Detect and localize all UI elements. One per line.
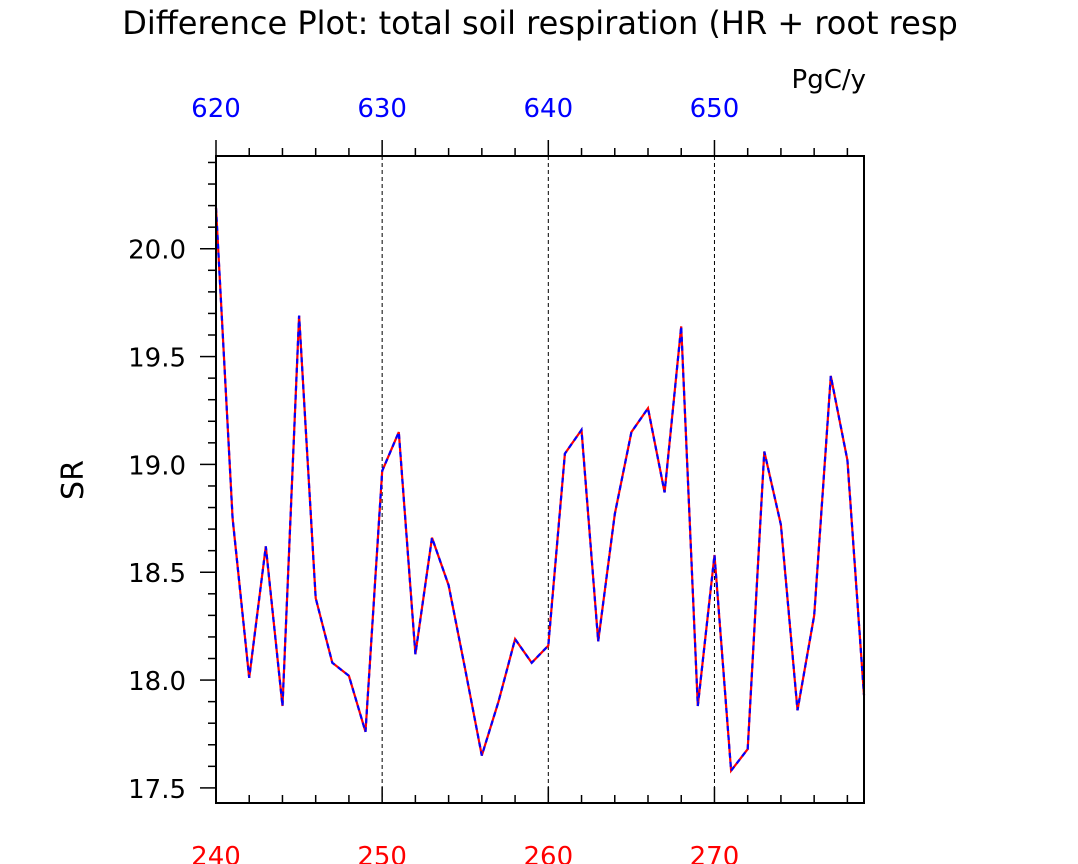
axis-tick-labels: 17.5 18.0 18.5 19.0 19.5 20.0 240 250 260 270 620 6… bbox=[128, 94, 739, 864]
y-tick-label: 18.5 bbox=[128, 559, 186, 589]
units-label: PgC/y bbox=[792, 65, 866, 95]
x-tick-label-top: 620 bbox=[191, 94, 241, 124]
x-tick-label-top: 640 bbox=[523, 94, 573, 124]
y-tick-label: 18.0 bbox=[128, 667, 186, 697]
x-tick-label-bottom: 250 bbox=[357, 842, 407, 864]
x-tick-label-top: 650 bbox=[690, 94, 740, 124]
x-tick-label-bottom: 260 bbox=[523, 842, 573, 864]
series-lines bbox=[214, 207, 866, 774]
y-axis-label: SR bbox=[56, 460, 91, 500]
axis-ticks bbox=[200, 140, 849, 803]
x-tick-label-top: 630 bbox=[357, 94, 407, 124]
series-line-2 bbox=[214, 207, 866, 774]
y-tick-label: 19.0 bbox=[128, 451, 186, 481]
plot-frame bbox=[215, 155, 865, 804]
chart-title: Difference Plot: total soil respiration … bbox=[122, 4, 958, 42]
x-tick-label-bottom: 270 bbox=[690, 842, 740, 864]
y-tick-label: 17.5 bbox=[128, 775, 186, 805]
series-line-1 bbox=[214, 207, 866, 774]
x-tick-label-bottom: 240 bbox=[191, 842, 241, 864]
grid-lines bbox=[381, 156, 715, 803]
y-tick-label: 20.0 bbox=[128, 236, 186, 266]
y-tick-label: 19.5 bbox=[128, 344, 186, 374]
